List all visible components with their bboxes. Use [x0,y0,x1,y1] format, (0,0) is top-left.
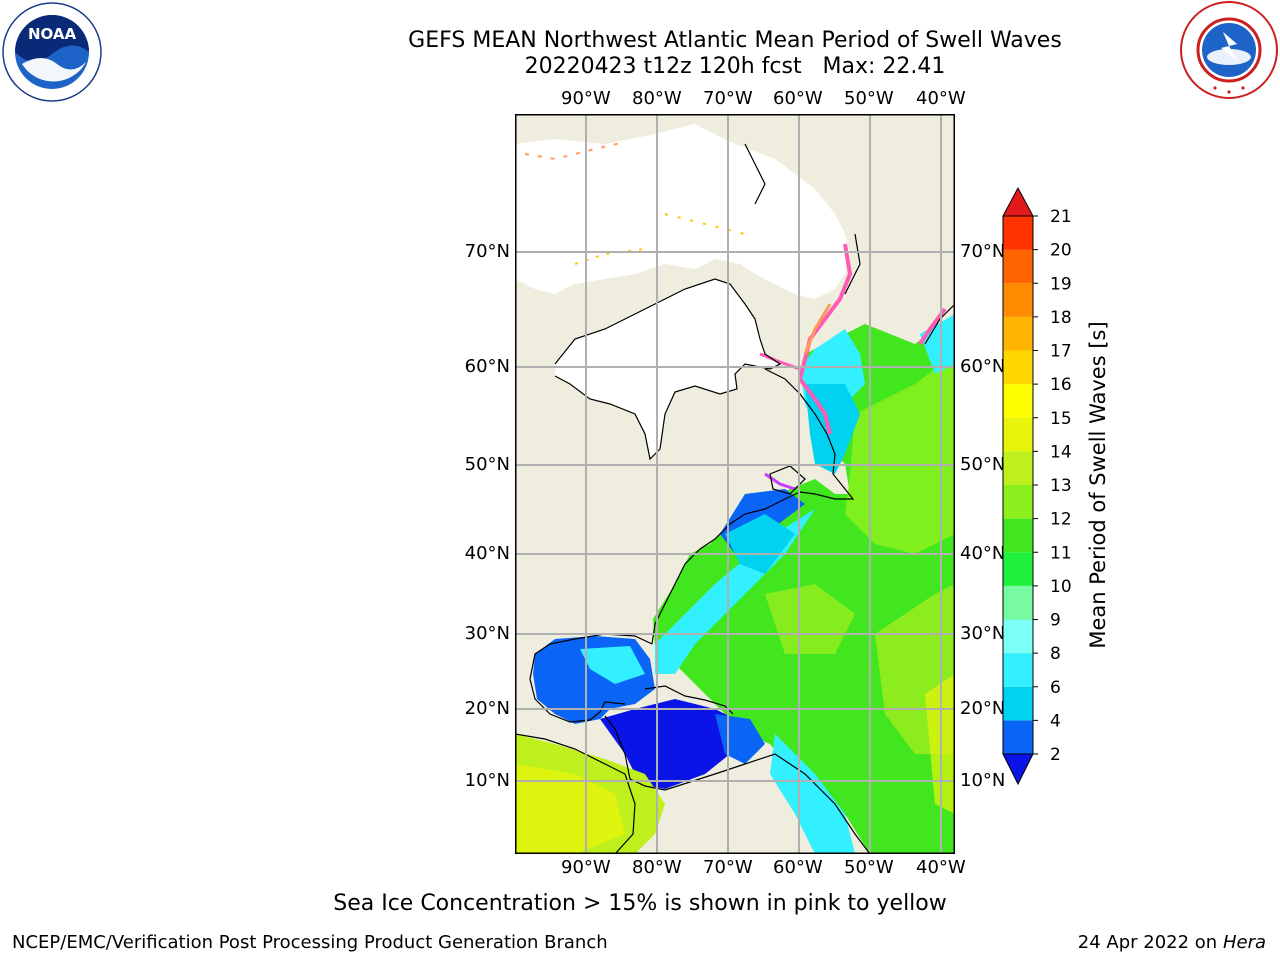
lat-tick-right-20n: 20°N [960,698,1006,719]
colorbar-tick-label: 20 [1050,241,1072,261]
credit-line: NCEP/EMC/Verification Post Processing Pr… [12,932,608,953]
lon-tick-top-70w: 70°W [703,88,753,109]
colorbar-band [1003,686,1033,721]
lon-tick-top-90w: 90°W [561,88,611,109]
colorbar-over-arrow [1002,186,1034,217]
lon-tick-bottom-80w: 80°W [632,857,682,878]
colorbar-band [1003,417,1033,452]
colorbar-band [1003,216,1033,250]
lat-tick-right-10n: 10°N [960,770,1006,791]
colorbar-band [1003,653,1033,687]
lon-tick-bottom-70w: 70°W [703,857,753,878]
colorbar-tick-label: 21 [1050,207,1072,227]
colorbar-tick-label: 15 [1050,409,1072,429]
lat-tick-left-30n: 30°N [464,623,510,644]
graticule [515,114,955,854]
lat-tick-right-30n: 30°N [960,623,1006,644]
colorbar-tick-label: 14 [1050,442,1072,462]
lon-tick-top-50w: 50°W [844,88,894,109]
lon-tick-bottom-60w: 60°W [773,857,823,878]
lon-tick-top-40w: 40°W [916,88,966,109]
lat-tick-left-70n: 70°N [464,241,510,262]
colorbar-band [1003,350,1033,385]
colorbar-tick-label: 11 [1050,543,1072,563]
colorbar-tick-label: 4 [1050,711,1061,731]
colorbar-tick-label: 18 [1050,308,1072,328]
lon-tick-bottom-90w: 90°W [561,857,611,878]
lat-tick-left-40n: 40°N [464,543,510,564]
plot-subtitle: 20220423 t12z 120h fcst Max: 22.41 [524,54,946,79]
swell-period-map [515,114,955,854]
host-name: Hera [1222,932,1266,953]
colorbar-tick-label: 10 [1050,577,1072,597]
lon-tick-bottom-40w: 40°W [916,857,966,878]
colorbar-band [1003,720,1033,754]
lat-tick-right-40n: 40°N [960,543,1006,564]
colorbar-tick-label: 16 [1050,375,1072,395]
colorbar-band [1003,316,1033,351]
lon-tick-top-60w: 60°W [773,88,823,109]
colorbar-band [1003,518,1033,553]
colorbar-band [1003,619,1033,654]
colorbar-tick-label: 9 [1050,611,1061,631]
nws-logo [1180,1,1278,99]
lat-tick-right-60n: 60°N [960,356,1006,377]
lat-tick-left-10n: 10°N [464,770,510,791]
colorbar-tick-label: 12 [1050,510,1072,530]
colorbar-tick-label: 13 [1050,476,1072,496]
colorbar-tick-label: 19 [1050,274,1072,294]
lat-tick-right-50n: 50°N [960,454,1006,475]
colorbar-band [1003,249,1033,284]
colorbar-tick-label: 6 [1050,678,1061,698]
colorbar-tick-label: 8 [1050,644,1061,664]
colorbar: 2 4 6 8 9 10 11 12 13 14 15 16 17 18 19 20 21 [1002,186,1072,786]
noaa-logo-text: NOAA [28,25,77,43]
colorbar-band [1003,585,1033,620]
colorbar-label: Mean Period of Swell Waves [s] [1086,321,1110,649]
lon-tick-top-80w: 80°W [632,88,682,109]
colorbar-band [1003,451,1033,485]
lat-tick-left-50n: 50°N [464,454,510,475]
colorbar-band [1003,552,1033,586]
lat-tick-left-60n: 60°N [464,356,510,377]
colorbar-band [1003,283,1033,317]
lat-tick-right-70n: 70°N [960,241,1006,262]
lon-tick-bottom-50w: 50°W [844,857,894,878]
date-line: 24 Apr 2022 on Hera [1078,932,1266,953]
sea-ice-note: Sea Ice Concentration > 15% is shown in … [333,891,947,916]
colorbar-under-arrow [1002,753,1034,786]
plot-title: GEFS MEAN Northwest Atlantic Mean Period… [408,28,1062,53]
colorbar-tick-label: 2 [1050,745,1061,765]
lat-tick-left-20n: 20°N [464,698,510,719]
ice-region [515,124,850,459]
date-text: 24 Apr 2022 on [1077,932,1223,953]
colorbar-band [1003,485,1033,519]
colorbar-tick-label: 17 [1050,342,1072,362]
colorbar-band [1003,384,1033,418]
noaa-logo: NOAA [2,2,102,102]
